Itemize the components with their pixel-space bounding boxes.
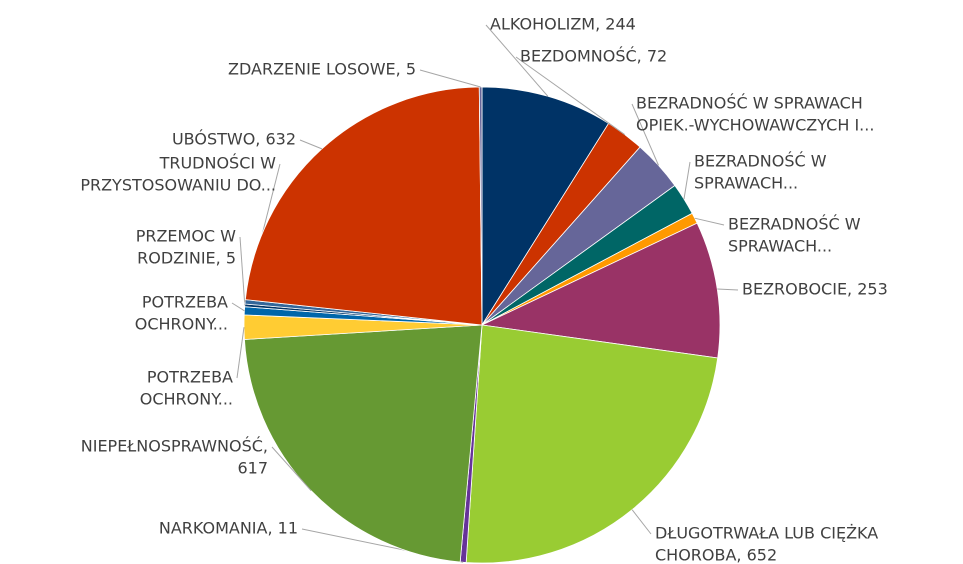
- data-label: SPRAWACH...: [728, 237, 832, 256]
- data-label: NIEPEŁNOSPRAWNOŚĆ,: [81, 437, 268, 456]
- data-label: POTRZEBA: [142, 293, 228, 312]
- data-label: OCHRONY...: [140, 390, 233, 409]
- leader-line: [236, 327, 245, 379]
- leader-line: [271, 446, 312, 491]
- data-label: ZDARZENIE LOSOWE, 5: [228, 60, 416, 79]
- data-label: POTRZEBA: [147, 368, 233, 387]
- data-label: BEZDOMNOŚĆ, 72: [520, 47, 667, 66]
- leader-line: [231, 302, 245, 312]
- leader-line: [694, 217, 725, 226]
- leader-line: [717, 288, 739, 291]
- data-label: SPRAWACH...: [694, 174, 798, 193]
- data-label: OPIEK.-WYCHOWAWCZYCH I...: [636, 116, 874, 135]
- data-label: RODZINIE, 5: [137, 249, 236, 268]
- data-label: BEZRADNOŚĆ W: [694, 152, 827, 171]
- data-label: PRZEMOC W: [136, 227, 236, 246]
- pie-slice: [480, 222, 721, 359]
- data-label: PRZYSTOSOWANIU DO...: [80, 176, 276, 195]
- data-label: ALKOHOLIZM, 244: [490, 15, 636, 34]
- leader-line: [631, 509, 652, 535]
- leader-line: [419, 69, 481, 88]
- data-label: UBÓSTWO, 632: [172, 130, 296, 149]
- leader-line: [515, 56, 626, 136]
- leader-line: [631, 103, 659, 166]
- data-label: OCHRONY...: [135, 315, 228, 334]
- data-label: BEZRADNOŚĆ W SPRAWACH: [636, 94, 863, 113]
- leader-line: [485, 24, 549, 97]
- pie-slice: [481, 86, 610, 327]
- data-label: DŁUGOTRWAŁA LUB CIĘŻKA: [655, 524, 878, 543]
- data-label: 617: [237, 459, 268, 478]
- data-label: BEZRADNOŚĆ W: [728, 215, 861, 234]
- data-label: NARKOMANIA, 11: [159, 519, 298, 538]
- data-label: TRUDNOŚCI W: [159, 154, 277, 173]
- leader-line: [299, 139, 323, 150]
- data-label: CHOROBA, 652: [655, 546, 777, 564]
- leader-line: [239, 236, 246, 306]
- data-label: BEZROBOCIE, 253: [742, 280, 888, 299]
- leader-line: [683, 161, 691, 200]
- pie-slice: [244, 86, 483, 326]
